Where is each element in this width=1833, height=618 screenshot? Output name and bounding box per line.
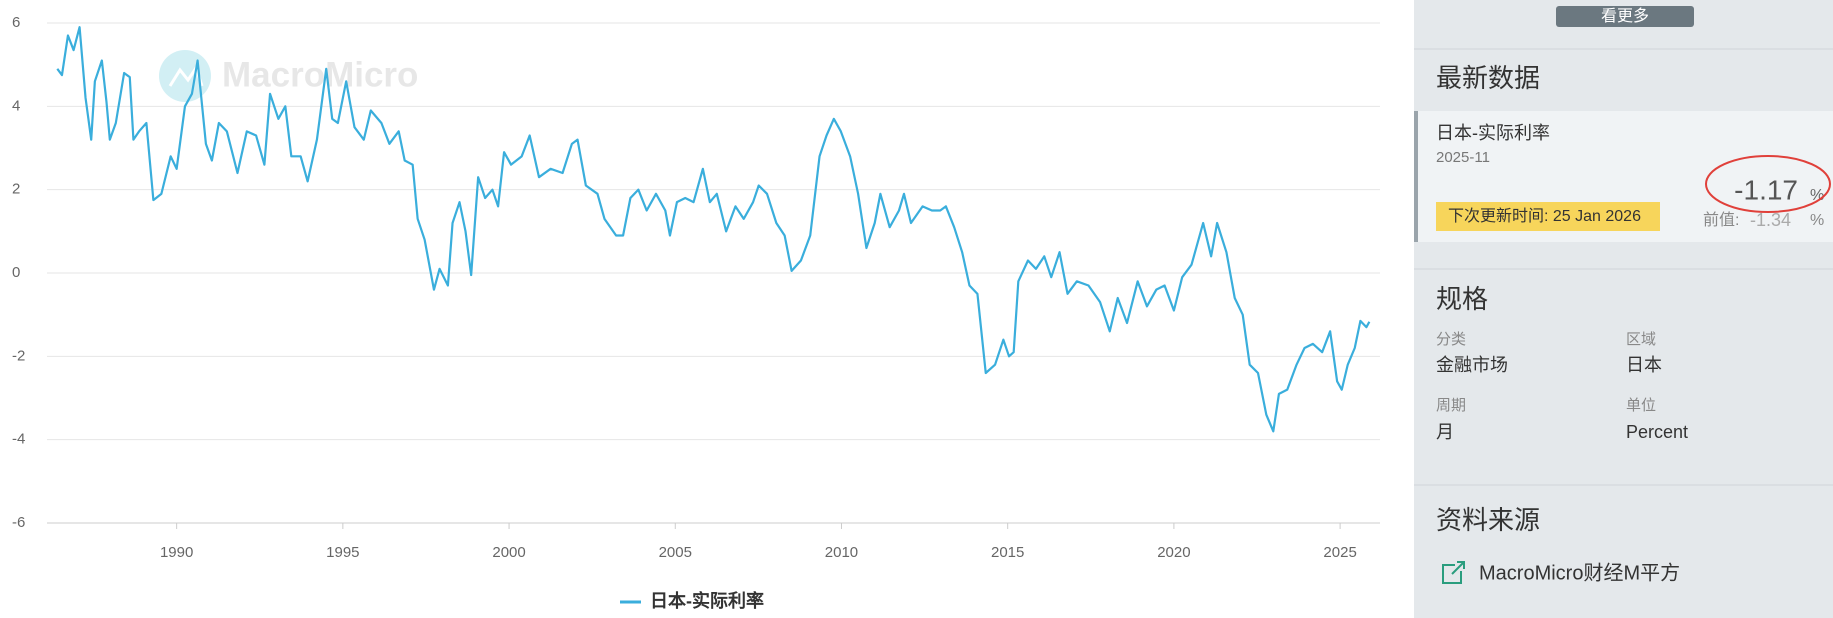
more-button[interactable] <box>1556 6 1694 27</box>
latest-heading: 最新数据 <box>1436 63 1540 93</box>
data-line <box>56 26 1371 433</box>
x-tick-label: 2005 <box>659 544 692 561</box>
spec-value: 月 <box>1436 422 1454 442</box>
spec-heading: 规格 <box>1436 284 1488 314</box>
more-button-label[interactable]: 看更多 <box>1601 7 1649 25</box>
next-update: 下次更新时间: 25 Jan 2026 <box>1448 207 1641 225</box>
y-tick-label: 2 <box>12 181 20 198</box>
x-tick-label: 2000 <box>492 544 525 561</box>
latest-card-accent <box>1414 111 1418 242</box>
chart: -6 -4 -2 0 2 4 6 1990 1995 2000 2005 2010 2015 2020 20… <box>12 14 1380 561</box>
previous-label: 前值: <box>1703 211 1739 229</box>
watermark: MacroMicro <box>159 50 418 102</box>
y-tick-label: 0 <box>12 264 20 281</box>
y-tick-label: -2 <box>12 347 25 364</box>
y-tick-label: 6 <box>12 14 20 31</box>
spec-label: 单位 <box>1626 397 1656 414</box>
source-heading: 资料来源 <box>1436 505 1540 535</box>
external-link-icon[interactable] <box>1442 561 1465 584</box>
y-tick-label: 4 <box>12 97 20 114</box>
highlight-circle <box>1705 155 1831 213</box>
latest-value: -1.17 <box>1734 174 1798 205</box>
x-tick-label: 2015 <box>991 544 1024 561</box>
y-tick-label: -4 <box>12 431 25 448</box>
latest-name: 日本-实际利率 <box>1436 123 1550 143</box>
x-tick-label: 1995 <box>326 544 359 561</box>
y-tick-label: -6 <box>12 514 25 531</box>
spec-label: 区域 <box>1626 331 1656 348</box>
previous-value: -1.34 <box>1750 210 1791 230</box>
previous-unit: % <box>1810 212 1824 229</box>
watermark-text: MacroMicro <box>222 55 418 94</box>
icon-box <box>1442 564 1462 584</box>
x-tick-label: 2025 <box>1323 544 1356 561</box>
spec-label: 分类 <box>1436 331 1466 348</box>
next-update-badge <box>1436 202 1660 231</box>
icon-arrow <box>1451 561 1465 575</box>
spec-value: Percent <box>1626 422 1688 442</box>
spec-label: 周期 <box>1436 397 1466 414</box>
source-link[interactable]: MacroMicro财经M平方 <box>1479 561 1680 584</box>
x-tick-label: 1990 <box>160 544 193 561</box>
sidebar: 看更多 最新数据 日本-实际利率 2025-11 -1.17 % 下次更新时间:… <box>1414 0 1833 618</box>
x-tick-label: 2010 <box>825 544 858 561</box>
sidebar-background <box>1414 0 1833 618</box>
legend: 日本-实际利率 <box>620 590 764 611</box>
latest-period: 2025-11 <box>1436 149 1490 166</box>
x-tick-label: 2020 <box>1157 544 1190 561</box>
spec-value: 金融市场 <box>1436 355 1508 375</box>
legend-label: 日本-实际利率 <box>650 590 764 611</box>
spec-value: 日本 <box>1626 355 1662 375</box>
